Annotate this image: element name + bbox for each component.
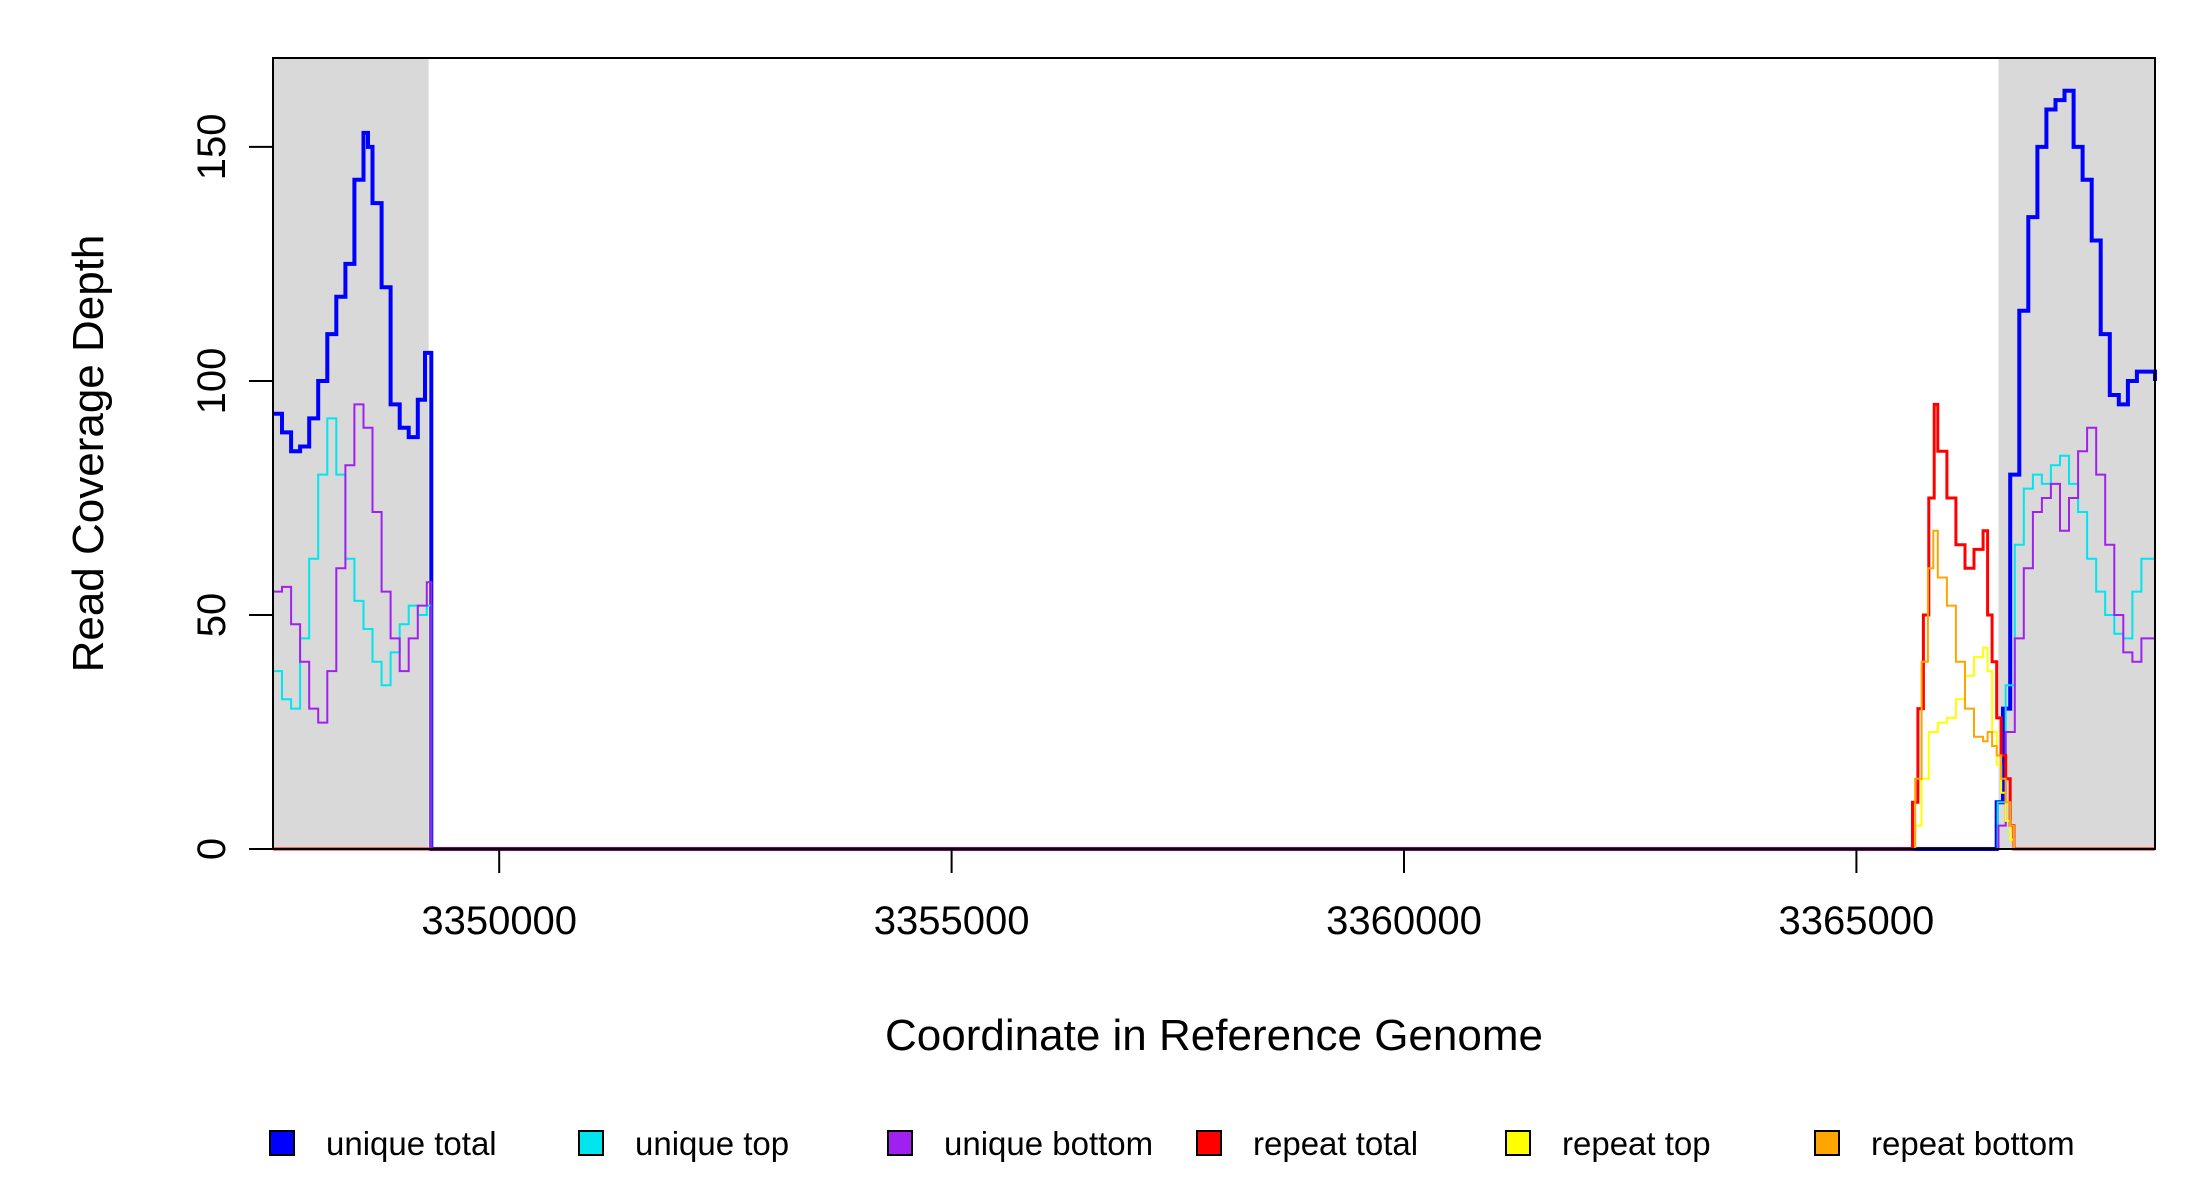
x-tick-label: 3350000 <box>421 899 577 943</box>
legend-label-repeat-bottom: repeat bottom <box>1871 1125 2075 1162</box>
legend-swatch-unique-bottom <box>887 1130 913 1156</box>
series-line-unique-total <box>273 88 2157 851</box>
y-axis-title: Read Coverage Depth <box>64 235 113 673</box>
legend-label-unique-top: unique top <box>635 1125 789 1162</box>
shaded-region-1 <box>273 58 429 849</box>
series-lines <box>273 88 2157 851</box>
legend-swatch-repeat-total <box>1196 1130 1222 1156</box>
legend-swatch-unique-total <box>269 1130 295 1156</box>
x-tick-label: 3360000 <box>1326 899 1482 943</box>
legend-swatch-repeat-top <box>1505 1130 1531 1156</box>
x-axis: 3350000 3355000 3360000 3365000 <box>421 849 1934 943</box>
series-line-repeat-top <box>273 646 2155 850</box>
legend-label-repeat-total: repeat total <box>1253 1125 1418 1162</box>
plot-frame <box>272 57 2156 850</box>
series-line-unique-top <box>273 417 2156 850</box>
y-tick-label: 0 <box>190 838 234 860</box>
legend-label-unique-total: unique total <box>326 1125 497 1162</box>
series-line-repeat-total <box>273 402 2155 851</box>
x-tick-label: 3365000 <box>1779 899 1935 943</box>
legend-label-repeat-top: repeat top <box>1562 1125 1711 1162</box>
legend-swatch-repeat-bottom <box>1814 1130 1840 1156</box>
x-axis-title: Coordinate in Reference Genome <box>885 1011 1543 1060</box>
y-axis: 0 50 100 150 <box>190 114 273 860</box>
legend-swatch-unique-top <box>578 1130 604 1156</box>
legend: unique total unique top unique bottom repea… <box>269 1125 2075 1162</box>
shaded-regions <box>273 58 2155 849</box>
y-tick-label: 100 <box>190 348 234 415</box>
y-tick-label: 150 <box>190 114 234 181</box>
series-line-repeat-bottom <box>273 529 2155 850</box>
shaded-region-2 <box>1998 58 2155 849</box>
legend-label-unique-bottom: unique bottom <box>944 1125 1153 1162</box>
series-line-unique-bottom <box>273 403 2156 850</box>
x-tick-label: 3355000 <box>874 899 1030 943</box>
y-tick-label: 50 <box>190 593 234 638</box>
